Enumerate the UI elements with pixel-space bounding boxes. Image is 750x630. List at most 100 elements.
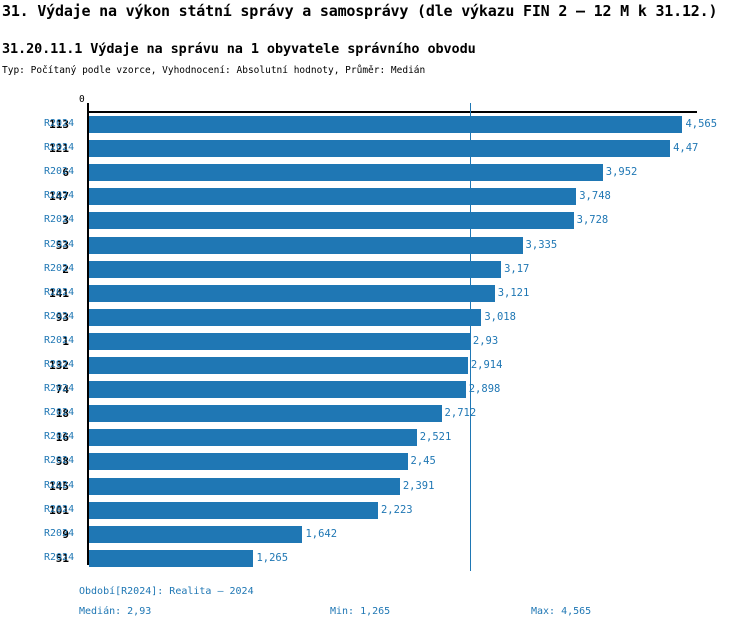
bar-row[interactable]: 141 R2024 3,121 bbox=[0, 283, 750, 307]
bar-value-label: 3,952 bbox=[605, 166, 638, 179]
bar-value-label: 2,914 bbox=[470, 359, 503, 371]
bar-segment[interactable] bbox=[89, 212, 574, 230]
bar-row-period-label: R2024 bbox=[44, 407, 75, 419]
bar-row-period-label: R2024 bbox=[44, 479, 75, 491]
bar-segment[interactable] bbox=[89, 525, 303, 543]
bar-row-period-label: R2024 bbox=[44, 359, 75, 370]
bar-row-rank-label: 147 bbox=[49, 190, 69, 204]
bar-row-period-label: R2024 bbox=[44, 118, 75, 129]
stat-median-label: Medián: 2,93 bbox=[79, 606, 152, 617]
bar-row[interactable]: 113 R2024 4,565 bbox=[0, 114, 750, 138]
bar-row-period-label: R2024 bbox=[44, 503, 75, 515]
bar-segment[interactable] bbox=[89, 188, 577, 206]
bar-segment[interactable] bbox=[89, 405, 442, 423]
bar-value-label: 2,712 bbox=[444, 407, 477, 420]
bar-row[interactable]: 16 R2024 2,521 bbox=[0, 427, 750, 451]
bar-row[interactable]: 1 R2024 2,93 bbox=[0, 331, 750, 355]
bar-row-rank-label: 113 bbox=[49, 118, 69, 131]
bar-row-period-label: R2024 bbox=[44, 310, 75, 322]
bar-value-label: 2,898 bbox=[468, 383, 501, 396]
bar-row-period-label: R2024 bbox=[44, 431, 75, 443]
bar-row-rank-label: 132 bbox=[49, 359, 69, 372]
bar-row-rank-label: 6 bbox=[62, 166, 69, 180]
bar-segment[interactable] bbox=[89, 236, 523, 254]
bar-row[interactable]: 58 R2024 2,45 bbox=[0, 451, 750, 475]
bar-value-label: 3,748 bbox=[579, 190, 611, 203]
bar-value-label: 2,223 bbox=[380, 503, 413, 516]
bar-row[interactable]: 51 R2024 1,265 bbox=[0, 548, 750, 572]
bar-row-rank-label: 58 bbox=[55, 455, 69, 469]
bar-segment[interactable] bbox=[89, 453, 408, 471]
bar-row-period-label: R2024 bbox=[44, 286, 75, 298]
bar-segment[interactable] bbox=[89, 140, 671, 158]
bar-row-period-label: R2024 bbox=[44, 190, 75, 202]
bar-row-period-label: R2024 bbox=[44, 166, 75, 178]
axis-tick-zero: 0 bbox=[79, 94, 85, 105]
bar-segment[interactable] bbox=[89, 116, 683, 133]
bar-row[interactable]: 53 R2024 3,335 bbox=[0, 235, 750, 259]
stat-min-label: Min: 1,265 bbox=[330, 606, 391, 617]
bar-row-rank-label: 2 bbox=[62, 262, 69, 276]
bar-value-label: 2,93 bbox=[472, 334, 499, 347]
bar-value-label: 2,391 bbox=[402, 479, 435, 492]
bar-row-rank-label: 53 bbox=[55, 238, 69, 252]
page-title: 31. Výdaje na výkon státní správy a samo… bbox=[2, 2, 718, 20]
bar-row-rank-label: 101 bbox=[49, 503, 69, 517]
bar-segment[interactable] bbox=[89, 357, 468, 374]
bar-row-period-label: R2024 bbox=[44, 214, 75, 226]
bar-row[interactable]: 101 R2024 2,223 bbox=[0, 500, 750, 524]
bar-row[interactable]: 2 R2024 3,17 bbox=[0, 259, 750, 283]
bar-row[interactable]: 18 R2024 2,712 bbox=[0, 403, 750, 427]
bar-row-rank-label: 121 bbox=[49, 142, 69, 156]
bar-value-label: 1,642 bbox=[305, 527, 338, 540]
bar-row-rank-label: 16 bbox=[55, 431, 69, 445]
bar-segment[interactable] bbox=[89, 477, 400, 495]
bar-segment[interactable] bbox=[89, 164, 603, 182]
bar-row-rank-label: 1 bbox=[62, 334, 69, 348]
bar-segment[interactable] bbox=[89, 549, 254, 567]
bar-row-rank-label: 145 bbox=[49, 479, 69, 493]
bar-row-rank-label: 3 bbox=[62, 214, 69, 228]
axis-top-line bbox=[88, 111, 697, 113]
bar-segment[interactable] bbox=[89, 381, 466, 399]
bar-row-period-label: R2024 bbox=[44, 262, 75, 274]
bar-value-label: 2,45 bbox=[410, 455, 436, 468]
bar-value-label: 2,521 bbox=[419, 431, 452, 444]
chart-meta-line: Typ: Počítaný podle vzorce, Vyhodnocení:… bbox=[2, 65, 426, 76]
stat-max-label: Max: 4,565 bbox=[531, 606, 592, 617]
bar-segment[interactable] bbox=[89, 260, 502, 278]
bar-row-rank-label: 74 bbox=[55, 383, 69, 397]
bar-segment[interactable] bbox=[89, 284, 495, 302]
bar-segment[interactable] bbox=[89, 332, 470, 350]
bar-row-period-label: R2024 bbox=[44, 383, 75, 395]
bar-row[interactable]: 74 R2024 2,898 bbox=[0, 379, 750, 403]
bar-row-rank-label: 18 bbox=[55, 407, 69, 421]
bar-row[interactable]: 3 R2024 3,728 bbox=[0, 210, 750, 234]
bar-row[interactable]: 147 R2024 3,748 bbox=[0, 186, 750, 210]
bar-row[interactable]: 9 R2024 1,642 bbox=[0, 524, 750, 548]
bar-row[interactable]: 132 R2024 2,914 bbox=[0, 355, 750, 379]
median-gridline bbox=[469, 103, 472, 571]
bar-row-rank-label: 141 bbox=[49, 286, 69, 300]
bar-segment[interactable] bbox=[89, 501, 378, 519]
bar-row-rank-label: 93 bbox=[55, 310, 69, 324]
bar-row[interactable]: 93 R2024 3,018 bbox=[0, 307, 750, 331]
legend-series-label: Období[R2024]: Realita – 2024 bbox=[79, 586, 254, 597]
bar-value-label: 3,728 bbox=[576, 214, 609, 227]
bar-value-label: 3,335 bbox=[525, 238, 558, 251]
bar-row[interactable]: 145 R2024 2,391 bbox=[0, 476, 750, 500]
bar-row-rank-label: 9 bbox=[62, 527, 69, 541]
bar-row-rank-label: 51 bbox=[55, 551, 69, 565]
bar-segment[interactable] bbox=[89, 308, 482, 326]
bar-row[interactable]: 6 R2024 3,952 bbox=[0, 162, 750, 186]
bar-row-period-label: R2024 bbox=[44, 551, 75, 563]
bar-row[interactable]: 121 R2024 4,47 bbox=[0, 138, 750, 162]
bar-row-period-label: R2024 bbox=[44, 527, 75, 539]
bar-value-label: 3,018 bbox=[484, 310, 516, 323]
bar-row-period-label: R2024 bbox=[44, 238, 75, 250]
bar-segment[interactable] bbox=[89, 429, 417, 447]
bar-value-label: 3,17 bbox=[504, 262, 530, 275]
chart-subtitle: 31.20.11.1 Výdaje na správu na 1 obyvate… bbox=[2, 41, 476, 57]
bar-value-label: 3,121 bbox=[497, 286, 530, 299]
